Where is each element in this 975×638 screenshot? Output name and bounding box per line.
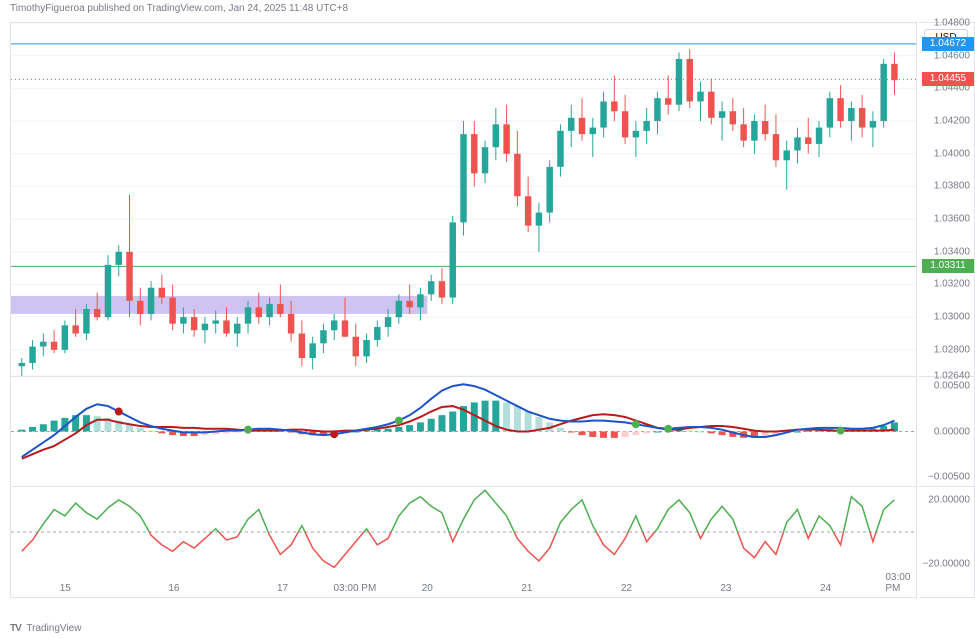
price-ytick: 1.03400 [934, 246, 970, 257]
macd-ytick: 0.00500 [934, 381, 970, 392]
time-xtick: 16 [168, 583, 179, 594]
y-axis-price: USD 1.026401.028001.030001.032001.034001… [919, 23, 974, 377]
price-ytick: 1.03600 [934, 214, 970, 225]
publish-header: TimothyFigueroa published on TradingView… [0, 0, 975, 20]
y-axis: USD 1.026401.028001.030001.032001.034001… [919, 22, 975, 598]
y-axis-macd: −0.00500 0.00000 0.00500 [919, 377, 974, 487]
price-ytick: 1.03000 [934, 312, 970, 323]
y-axis-osc: −20.00000 20.00000 [919, 487, 974, 577]
price-ytick: 1.04800 [934, 18, 970, 29]
price-ytick: 1.04000 [934, 148, 970, 159]
time-xtick: 15 [60, 583, 71, 594]
price-tag: 1.04672 [922, 37, 974, 51]
oscillator-pane[interactable] [11, 487, 916, 577]
chart-container: 15 16 17 03:00 PM 20 21 22 23 24 03:00 PM [10, 22, 917, 598]
tv-logo-icon: TV [10, 623, 21, 634]
price-ytick: 1.02800 [934, 344, 970, 355]
price-ytick: 1.04600 [934, 50, 970, 61]
time-xtick: 20 [422, 583, 433, 594]
price-ytick: 1.03200 [934, 279, 970, 290]
macd-pane[interactable] [11, 377, 916, 487]
macd-ytick: 0.00000 [934, 426, 970, 437]
time-xtick: 17 [277, 583, 288, 594]
watermark-text: TradingView [26, 623, 81, 634]
time-xtick: 22 [621, 583, 632, 594]
price-ytick: 1.03800 [934, 181, 970, 192]
macd-ytick: −0.00500 [928, 471, 970, 482]
price-tag: 1.03311 [922, 259, 974, 273]
osc-ytick: 20.00000 [928, 494, 970, 505]
time-xtick: 03:00 PM [333, 583, 376, 594]
time-xtick: 23 [720, 583, 731, 594]
time-xtick: 03:00 PM [885, 572, 910, 594]
time-xtick: 21 [521, 583, 532, 594]
time-xtick: 24 [820, 583, 831, 594]
watermark: TV TradingView [10, 623, 81, 634]
price-ytick: 1.04200 [934, 116, 970, 127]
price-tag: 1.04455 [922, 72, 974, 86]
time-axis: 15 16 17 03:00 PM 20 21 22 23 24 03:00 PM [11, 575, 916, 597]
osc-ytick: −20.00000 [922, 559, 970, 570]
price-pane[interactable] [11, 23, 916, 377]
publish-text: TimothyFigueroa published on TradingView… [10, 3, 348, 14]
